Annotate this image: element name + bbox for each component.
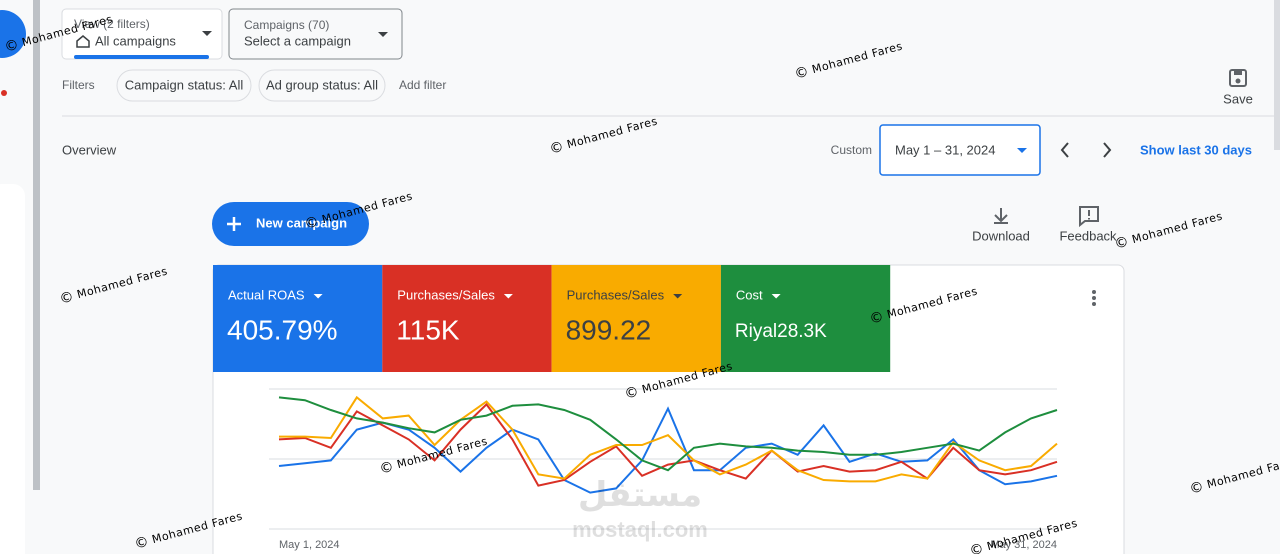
series-line: [278, 406, 1058, 494]
campaign-value: Select a campaign: [244, 33, 351, 48]
metric-name: Purchases/Sales: [567, 287, 665, 302]
watermark-symbol: ©: [548, 139, 566, 158]
watermark-site: mostaql.com: [572, 517, 708, 542]
watermark-symbol: ©: [1113, 234, 1131, 253]
x-tick-label: May 1, 2024: [279, 539, 340, 551]
watermark-symbol: ©: [133, 534, 151, 553]
watermark-symbol: ©: [868, 309, 886, 328]
date-mode: Custom: [831, 143, 872, 157]
metric-dropdown-arrow: [771, 294, 781, 299]
metric-total: 405.79%: [227, 314, 338, 345]
show-last-link[interactable]: Show last 30 days: [1140, 142, 1252, 157]
metric-dropdown-arrow: [503, 294, 513, 299]
watermark-author: Mohamed Fares: [1206, 454, 1280, 491]
watermark-author: Mohamed Fares: [566, 114, 659, 151]
filter-chip[interactable]: Ad group status: All: [258, 69, 386, 102]
new-campaign-button[interactable]: New campaign: [212, 202, 369, 246]
view-dropdown[interactable]: View (2 filters) All campaigns: [61, 8, 223, 60]
series-line: [278, 396, 1058, 472]
save-button[interactable]: Save: [1223, 69, 1253, 106]
metric-card-bg: [551, 265, 721, 372]
metric-total: Riyal28.3K: [735, 321, 827, 342]
metric-card-bg: [720, 265, 891, 372]
watermark: © Mohamed Fares: [58, 264, 169, 308]
date-picker[interactable]: May 1 – 31, 2024: [879, 124, 1041, 176]
date-range: May 1 – 31, 2024: [895, 142, 995, 157]
page-scrollbar[interactable]: [1274, 0, 1280, 150]
campaign-dropdown[interactable]: Campaigns (70) Select a campaign: [228, 8, 403, 60]
view-label: View (2 filters): [74, 17, 150, 31]
metric-dropdown-arrow: [313, 294, 323, 299]
metric-card[interactable]: Cost Riyal28.3K: [720, 265, 891, 372]
watermark-symbol: ©: [303, 214, 321, 233]
metric-dropdown-arrow: [673, 294, 683, 299]
metric-name: Purchases/Sales: [397, 287, 495, 302]
watermark: © Mohamed Fares: [548, 114, 659, 158]
overview-title: Overview: [62, 142, 117, 157]
metric-name: Cost: [736, 287, 763, 302]
watermark-symbol: ©: [58, 289, 76, 308]
watermark-symbol: ©: [968, 541, 986, 554]
watermark-author: Mohamed Fares: [76, 264, 169, 301]
watermark-symbol: ©: [1188, 479, 1206, 498]
x-tick-label: May 31, 2024: [990, 539, 1057, 551]
watermark-author: Mohamed Fares: [1131, 209, 1224, 246]
rail-panel: [0, 184, 25, 554]
download-label: Download: [972, 228, 1030, 243]
feedback-button[interactable]: Feedback: [1059, 206, 1117, 243]
save-label: Save: [1223, 91, 1253, 106]
filter-chip[interactable]: Campaign status: All: [116, 69, 252, 102]
filters-label: Filters: [62, 78, 95, 92]
series-line: [279, 395, 1058, 483]
watermark-symbol: ©: [793, 64, 811, 83]
add-filter[interactable]: Add filter: [399, 78, 446, 92]
feedback-label: Feedback: [1059, 228, 1117, 243]
metric-card[interactable]: Purchases/Sales 115K: [382, 265, 552, 372]
metric-name: Actual ROAS: [228, 287, 305, 302]
rail-dot: [1, 90, 7, 96]
watermark: © Mohamed Fares: [793, 39, 904, 83]
metric-card[interactable]: Purchases/Sales 899.22: [551, 265, 721, 372]
watermark: © Mohamed Fares: [1188, 454, 1280, 498]
chip-text: Ad group status: All: [266, 77, 378, 92]
next-period[interactable]: [1103, 142, 1112, 158]
new-campaign-label: New campaign: [256, 215, 347, 230]
watermark-author: Mohamed Fares: [811, 39, 904, 76]
view-value: All campaigns: [95, 33, 176, 48]
download-button[interactable]: Download: [972, 208, 1030, 243]
watermark-symbol: ©: [378, 459, 396, 478]
metric-card[interactable]: Actual ROAS 405.79%: [213, 265, 383, 372]
metric-total: 115K: [396, 314, 460, 345]
watermark: © Mohamed Fares: [1113, 209, 1224, 253]
rail-avatar[interactable]: [0, 10, 26, 58]
prev-period[interactable]: [1060, 142, 1069, 158]
campaign-label: Campaigns (70): [244, 18, 329, 32]
more-menu[interactable]: [1092, 290, 1096, 306]
watermark-symbol: ©: [3, 37, 21, 56]
metric-total: 899.22: [566, 314, 652, 345]
watermark-site-ar: مستقل: [578, 476, 702, 514]
metric-card-bg: [382, 265, 552, 372]
rail-scrollbar[interactable]: [33, 0, 40, 490]
chip-text: Campaign status: All: [125, 77, 244, 92]
watermark-symbol: ©: [623, 384, 641, 403]
metric-card-bg: [213, 265, 383, 372]
